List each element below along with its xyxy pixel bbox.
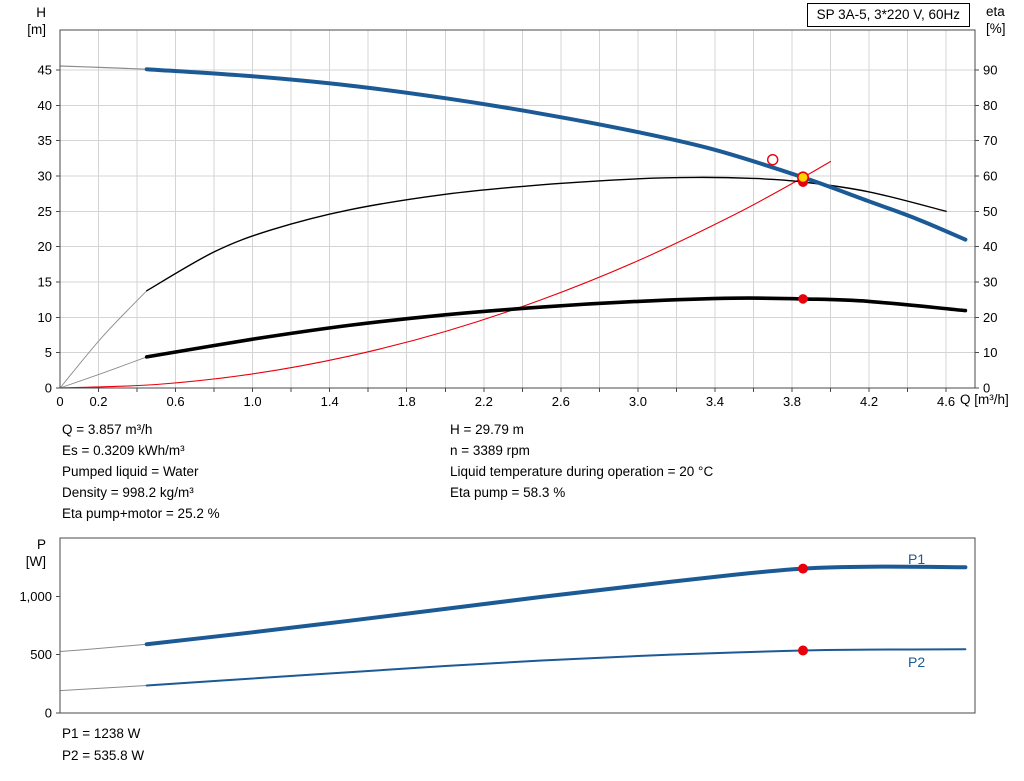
x-tick-label: 3.0 — [629, 394, 647, 409]
y2-tick-label: 60 — [983, 169, 997, 184]
y-tick-label: 1,000 — [19, 589, 52, 604]
info-h: H = 29.79 m — [450, 422, 524, 437]
eta-total-lead — [59, 356, 148, 389]
y2-tick-label: 20 — [983, 310, 997, 325]
power-chart: 0 500 1,000 — [19, 537, 976, 721]
x-tick-label: 0.6 — [167, 394, 185, 409]
info-p2: P2 = 535.8 W — [62, 748, 145, 763]
y2-tick-label: 80 — [983, 98, 997, 113]
y-tick-label: 35 — [38, 133, 52, 148]
x-tick-label: 3.8 — [783, 394, 801, 409]
info-n: n = 3389 rpm — [450, 443, 530, 458]
y-tick-label: 45 — [38, 62, 52, 77]
y-tick-label: 30 — [38, 169, 52, 184]
x-tick-label: 1.4 — [321, 394, 339, 409]
duty-point-eta-total — [798, 294, 808, 304]
x-tick-label: 3.4 — [706, 394, 724, 409]
x-tick-label: 2.2 — [475, 394, 493, 409]
x-tick-label: 0 — [56, 394, 63, 409]
x-tick-label: 1.0 — [244, 394, 262, 409]
eta-total-curve — [144, 296, 968, 359]
p2-curve — [145, 648, 967, 687]
p2-curve-lead — [59, 685, 148, 692]
p1-curve-label: P1 — [908, 551, 926, 567]
pump-title: SP 3A-5, 3*220 V, 60Hz — [816, 7, 960, 22]
y2-tick-label: 0 — [983, 381, 990, 396]
info-es: Es = 0.3209 kWh/m³ — [62, 443, 185, 458]
p-axis-label: P — [36, 537, 46, 552]
p1-curve — [144, 564, 968, 647]
eta-pump-lead — [59, 290, 148, 389]
info-eta-pump: Eta pump = 58.3 % — [450, 485, 566, 500]
operating-data-left: Q = 3.857 m³/h Es = 0.3209 kWh/m³ Pumped… — [62, 419, 220, 524]
y-tick-label: 5 — [45, 345, 52, 360]
operating-data-right: H = 29.79 m n = 3389 rpm Liquid temperat… — [450, 419, 713, 503]
info-p1: P1 = 1238 W — [62, 726, 141, 741]
q-axis-label: Q [m³/h] — [960, 392, 1009, 407]
y-tick-label: 15 — [38, 275, 52, 290]
head-curve-lead — [59, 65, 148, 70]
eta-axis-unit: [%] — [986, 21, 1006, 36]
y2-tick-label: 30 — [983, 275, 997, 290]
y2-tick-label: 10 — [983, 345, 997, 360]
duty-point-p1 — [798, 563, 808, 574]
hq-eta-chart: 0 0.2 0.6 1.0 1.4 1.8 2.2 2.6 3.0 3.4 3.8 4.2 4.6 0 5 1… — [38, 29, 997, 409]
y-tick-label: 10 — [38, 310, 52, 325]
eta-pump-curve — [146, 176, 947, 292]
system-curve — [59, 160, 832, 389]
y-tick-label: 20 — [38, 239, 52, 254]
info-eta-pump-motor: Eta pump+motor = 25.2 % — [62, 506, 220, 521]
y2-tick-label: 70 — [983, 133, 997, 148]
info-pumped-liquid: Pumped liquid = Water — [62, 464, 199, 479]
y-tick-label: 500 — [30, 647, 52, 662]
h-axis-unit: [m] — [27, 22, 46, 37]
p-axis-unit: [W] — [25, 554, 46, 569]
y2-tick-label: 40 — [983, 239, 997, 254]
y-tick-label: 0 — [45, 381, 52, 396]
p1-curve-lead — [59, 643, 148, 652]
y-tick-label: 40 — [38, 98, 52, 113]
x-tick-label: 1.8 — [398, 394, 416, 409]
rated-point-marker — [767, 153, 779, 166]
plot-frame — [59, 29, 976, 389]
eta-axis-label: eta — [986, 4, 1005, 19]
y2-tick-label: 90 — [983, 62, 997, 77]
info-liquid-temperature: Liquid temperature during operation = 20… — [450, 464, 714, 479]
h-axis-label: H — [36, 5, 46, 20]
y2-tick-label: 50 — [983, 204, 997, 219]
head-curve — [144, 67, 968, 242]
duty-point-head — [796, 171, 809, 184]
info-density: Density = 998.2 kg/m³ — [62, 485, 194, 500]
x-tick-label: 0.2 — [89, 394, 107, 409]
plot-frame — [59, 537, 976, 714]
y-tick-label: 0 — [45, 706, 52, 721]
duty-point-p2 — [798, 645, 808, 656]
x-tick-label: 4.2 — [860, 394, 878, 409]
y-tick-label: 25 — [38, 204, 52, 219]
x-tick-label: 2.6 — [552, 394, 570, 409]
power-data: P1 = 1238 W P2 = 535.8 W — [62, 723, 144, 767]
info-q: Q = 3.857 m³/h — [62, 422, 153, 437]
p2-curve-label: P2 — [908, 654, 926, 670]
x-tick-label: 4.6 — [937, 394, 955, 409]
pump-title-box: SP 3A-5, 3*220 V, 60Hz — [806, 3, 970, 27]
